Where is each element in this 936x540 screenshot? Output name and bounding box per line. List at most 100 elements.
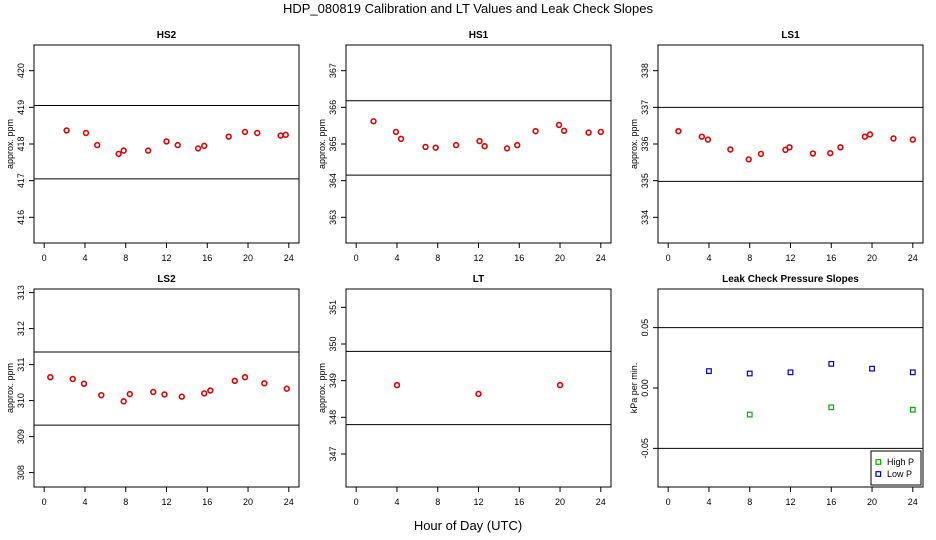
panel-1-data-point [115,150,122,158]
panel-4-data-point [47,374,54,381]
panel-6-x-tick-label: 24 [908,497,918,507]
panel-2-y-tick-label: 367 [328,63,338,78]
panel-2-data-point [452,141,460,149]
panel-5-data-point [393,381,401,389]
panel-1-data-point [225,133,232,140]
panel-4-x-tick-label: 20 [243,497,253,507]
panel-4-y-tick-label: 308 [16,465,26,480]
panel-3-data-point [861,133,869,140]
panel-3-y-tick-label: 337 [640,100,650,115]
panel-4-data-point [80,380,88,387]
panel-5-x-tick-label: 4 [394,497,399,507]
panel-3-data-point [675,127,682,135]
panel-4-plot-frame [33,288,300,488]
panel-2-data-point [514,141,521,149]
panel-6-legend-marker-high-p [875,459,882,465]
panel-3-y-tick-label: 335 [640,173,650,188]
panel-2-x-tick-label: 8 [435,253,440,263]
panel-5-y-tick-label: 348 [328,410,338,425]
panel-4-x-tick-label: 24 [284,497,294,507]
panel-1-data-point [282,131,289,139]
panel-4-y-tick-label: 312 [16,321,26,336]
panel-1-data-point [82,129,90,137]
x-axis-caption: Hour of Day (UTC) [413,518,523,533]
panel-6-legend-label-low-p: Low P [887,469,912,479]
panel-5-x-tick-label: 0 [354,497,359,507]
figure-title: HDP_080819 Calibration and LT Values and… [282,1,654,16]
panel-6-data-point-low-p [746,370,753,377]
panel-3-data-point [727,146,734,153]
panel-2-data-point [432,144,439,151]
panel-4-title: LS2 [157,274,176,285]
panel-6-legend-marker-low-p [875,471,882,477]
panel-2-x-tick-label: 20 [555,253,565,263]
panel-1-data-point [277,132,284,139]
panel-6-y-tick-label: 0.00 [640,379,650,397]
panel-5-x-tick-label: 12 [473,497,483,507]
panel-3-y-axis-label: approx. ppm [629,119,639,169]
panel-4-y-axis-label: approx. ppm [5,363,15,413]
panel-2-x-tick-label: 24 [596,253,606,263]
panel-6-data-point-low-p [909,369,916,376]
panel-5-y-axis-label: approx. ppm [317,363,327,413]
panel-3-x-tick-label: 16 [826,253,836,263]
panel-4-data-point [161,391,168,398]
panel-1-data-point [254,129,261,137]
panel-1-title: HS2 [157,30,177,41]
panel-2-data-point [560,127,568,135]
panel-2-x-tick-label: 4 [394,253,399,263]
panel-1-data-point [93,141,101,149]
panel-4-data-point [120,398,127,405]
panel-1-data-point [174,141,181,149]
panel-3-data-point [837,144,844,151]
panel-5-x-tick-label: 8 [435,497,440,507]
panel-6-data-point-low-p [787,369,794,376]
panel-6-data-point-high-p [909,406,916,413]
panel-3-plot-frame [657,44,924,244]
panel-6-x-tick-label: 20 [867,497,877,507]
panel-6-legend [870,450,922,486]
panel-1-x-tick-label: 24 [284,253,294,263]
panel-1-data-point [63,127,70,134]
panel-2-data-point [392,128,400,136]
panel-2-x-tick-label: 0 [354,253,359,263]
panel-2-y-tick-label: 365 [328,136,338,151]
panel-1-y-tick-label: 417 [16,173,26,188]
panel-4-y-tick-label: 311 [16,357,26,371]
panel-3-x-tick-label: 0 [666,253,671,263]
panel-1-data-point [194,145,202,152]
panel-6-data-point-low-p [706,368,712,374]
panel-1-y-tick-label: 418 [16,136,26,151]
panel-3-data-point [704,136,712,143]
panel-4-x-tick-label: 12 [161,497,171,507]
panel-2-title: HS1 [469,30,489,41]
panel-3-y-tick-label: 338 [640,63,650,78]
panel-4-data-point [261,380,268,387]
panel-2-data-point [503,145,511,152]
panel-5-x-tick-label: 24 [596,497,606,507]
panel-2-y-tick-label: 364 [328,173,338,188]
panel-2-data-point [481,143,488,150]
panel-2-x-tick-label: 12 [473,253,483,263]
panel-4-x-tick-label: 4 [82,497,87,507]
panel-1-y-tick-label: 420 [16,63,26,78]
panel-6-data-point-high-p [828,404,835,411]
panel-6-legend-label-high-p: High P [887,457,914,467]
panel-5-data-point [556,381,564,389]
panel-4-y-tick-label: 309 [16,429,26,444]
panel-2-data-point [555,121,563,129]
panel-1-x-tick-label: 12 [161,253,171,263]
panel-1-data-point [241,128,249,136]
panel-5-x-tick-label: 16 [514,497,524,507]
panel-3-x-tick-label: 20 [867,253,877,263]
panel-6-y-axis-label: kPa per min. [629,363,639,414]
panel-6-y-tick-label: -0.05 [640,438,650,459]
panel-4-data-point [207,387,214,394]
panel-3-x-tick-label: 24 [908,253,918,263]
panel-4-y-tick-label: 313 [16,285,26,300]
panel-3-data-point [786,144,793,151]
panel-4-data-point [231,377,238,384]
panel-1-x-tick-label: 20 [243,253,253,263]
panel-1-x-tick-label: 16 [202,253,212,263]
panel-1-x-tick-label: 8 [123,253,128,263]
